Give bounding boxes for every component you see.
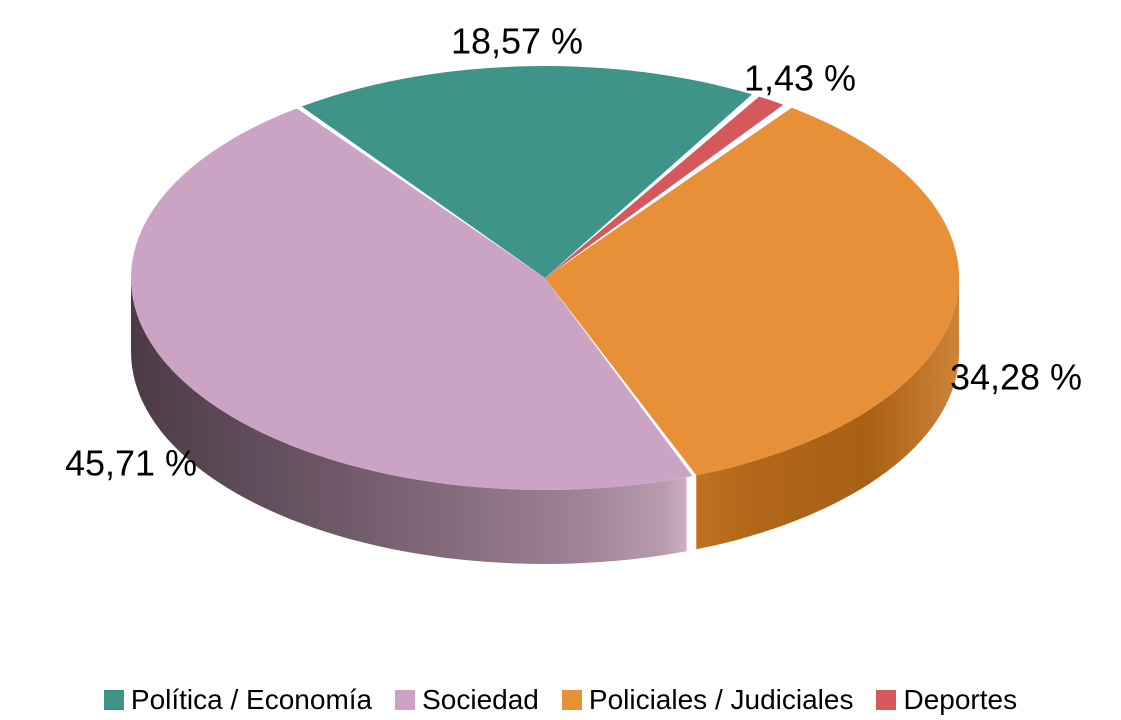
- pie-slice-1: [131, 108, 693, 491]
- legend-swatch-policiales-judiciales: [561, 690, 582, 710]
- pie-slice-2: [545, 107, 959, 476]
- legend-swatch-politica-economia: [103, 690, 124, 710]
- legend-item-policiales-judiciales: Policiales / Judiciales: [561, 684, 854, 716]
- pie-slice-side-1: [131, 278, 687, 564]
- legend-label: Deportes: [903, 684, 1018, 715]
- legend-label: Policiales / Judiciales: [588, 684, 854, 715]
- slice-value-label-0: 18,57 %: [451, 21, 583, 62]
- legend-swatch-sociedad: [395, 690, 416, 710]
- legend-item-politica-economia: Política / Economía: [103, 684, 373, 716]
- pie-chart: 18,57 % 45,71 % 34,28 % 1,43 %: [65, 21, 1082, 564]
- pie-slice-0: [301, 66, 752, 278]
- chart-legend: Política / Economía Sociedad Policiales …: [0, 684, 1121, 716]
- legend-item-deportes: Deportes: [876, 684, 1017, 716]
- legend-label: Política / Economía: [130, 684, 373, 715]
- legend-item-sociedad: Sociedad: [395, 684, 539, 716]
- pie-slice-side-2: [696, 280, 959, 550]
- slice-value-label-2: 34,28 %: [950, 357, 1082, 398]
- slice-value-label-3: 1,43 %: [744, 58, 856, 99]
- slice-value-label-1: 45,71 %: [65, 443, 197, 484]
- legend-label: Sociedad: [422, 684, 539, 715]
- pie-slice-3: [545, 96, 784, 278]
- legend-swatch-deportes: [876, 690, 897, 710]
